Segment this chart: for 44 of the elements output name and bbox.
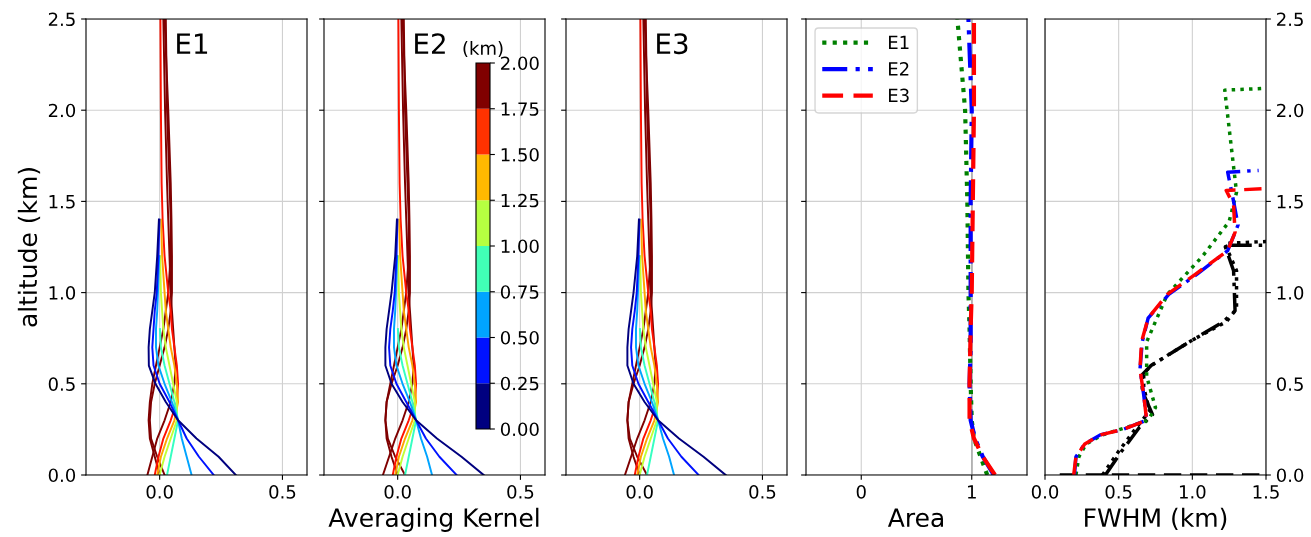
x-tick-label: 0.5: [749, 485, 776, 499]
color-bar-label: 0.00: [500, 422, 539, 437]
y-tick-label: 0.0: [48, 468, 76, 483]
y-tick-label: 0.0: [1276, 468, 1304, 483]
x-tick-label: 0.5: [269, 485, 296, 499]
x-axis-title: Averaging Kernel: [328, 507, 539, 532]
x-tick-label: 0: [856, 485, 866, 499]
y-tick-label: 0.5: [48, 377, 75, 391]
y-tick-label: 2.0: [1277, 103, 1304, 118]
color-bar-label: 1.25: [501, 193, 539, 208]
x-tick-label: 0.0: [1031, 485, 1059, 499]
x-axis-title: FWHM (km): [1085, 507, 1227, 531]
y-tick-label: 0.5: [1276, 377, 1303, 391]
color-bar-label: 0.25: [500, 376, 539, 391]
legend-label: E3: [889, 88, 909, 103]
color-bar-label: 0.50: [500, 330, 539, 345]
y-tick-label: 1.0: [49, 286, 76, 300]
x-tick-label: 1: [967, 485, 976, 499]
x-tick-label: 0.0: [626, 485, 653, 499]
color-bar-label: 0.75: [500, 285, 539, 299]
color-bar-label: 1.50: [501, 147, 539, 162]
x-tick-label: 1.0: [1179, 485, 1206, 499]
x-tick-label: 0.5: [1105, 485, 1132, 499]
annotation: E3: [657, 33, 688, 55]
y-tick-label: 2.5: [48, 12, 75, 27]
y-tick-label: 1.5: [1277, 195, 1303, 209]
x-axis-title: Area: [887, 508, 943, 528]
annotation: E1: [177, 33, 208, 54]
color-bar-title: (km): [463, 40, 503, 58]
y-tick-label: 2.0: [48, 103, 76, 118]
x-tick-label: 1.5: [1253, 485, 1279, 499]
x-tick-label: 0.5: [507, 485, 534, 499]
x-tick-label: 0.0: [384, 485, 411, 499]
y-tick-label: 2.5: [1277, 12, 1303, 27]
annotation: E2: [415, 33, 445, 54]
color-bar-label: 2.00: [501, 56, 539, 71]
color-bar-label: 1.00: [501, 239, 539, 254]
color-bar-label: 1.75: [501, 102, 539, 116]
x-tick-label: 0.0: [146, 485, 173, 499]
y-tick-label: 1.0: [1277, 286, 1304, 300]
y-tick-label: 1.5: [49, 195, 75, 209]
legend-label: E2: [889, 62, 909, 76]
y-axis-title: altitude (km): [17, 168, 41, 327]
legend-label: E1: [889, 35, 909, 49]
